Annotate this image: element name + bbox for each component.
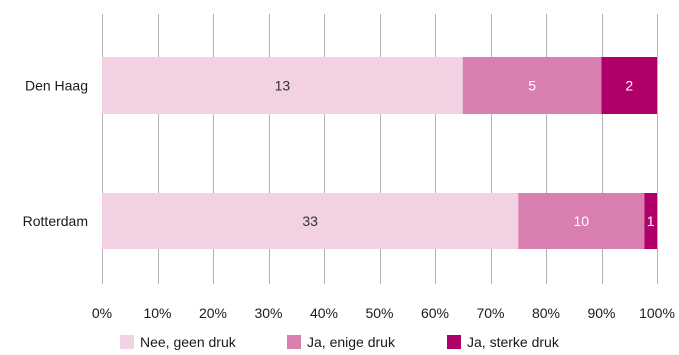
legend-label: Ja, sterke druk [467,334,560,350]
bar-segment [102,193,519,249]
data-label: 13 [275,78,291,94]
x-tick-label: 50% [365,305,393,321]
category-label: Den Haag [25,78,88,94]
legend-label: Nee, geen druk [140,334,237,350]
bar-segment [601,57,657,114]
legend-swatch [120,335,134,349]
legend-swatch [447,335,461,349]
bar-labels: 13 5 2 33 10 1 [275,78,655,230]
bars [102,57,657,249]
data-label: 5 [528,78,536,94]
legend: Nee, geen druk Ja, enige druk Ja, sterke d… [120,334,560,350]
category-labels: Den Haag Rotterdam [23,78,88,230]
x-tick-label: 100% [639,305,675,321]
x-tick-label: 30% [254,305,282,321]
x-tick-label: 10% [143,305,171,321]
data-label: 2 [625,78,633,94]
bar-segment [518,193,645,249]
x-tick-label: 40% [310,305,338,321]
x-tick-label: 80% [532,305,560,321]
x-tick-label: 90% [587,305,615,321]
data-label: 10 [574,213,590,229]
x-tick-label: 60% [421,305,449,321]
bar-segment [644,193,657,249]
bar-segment [462,57,602,114]
legend-swatch [287,335,301,349]
x-tick-label: 70% [476,305,504,321]
x-tick-label: 0% [92,305,112,321]
x-axis-ticks: 0% 10% 20% 30% 40% 50% 60% 70% 80% 90% 100% [92,305,675,321]
category-label: Rotterdam [23,213,88,229]
x-tick-label: 20% [199,305,227,321]
data-label: 33 [302,213,318,229]
data-label: 1 [647,213,655,229]
legend-label: Ja, enige druk [307,334,396,350]
bar-segment [102,57,463,114]
